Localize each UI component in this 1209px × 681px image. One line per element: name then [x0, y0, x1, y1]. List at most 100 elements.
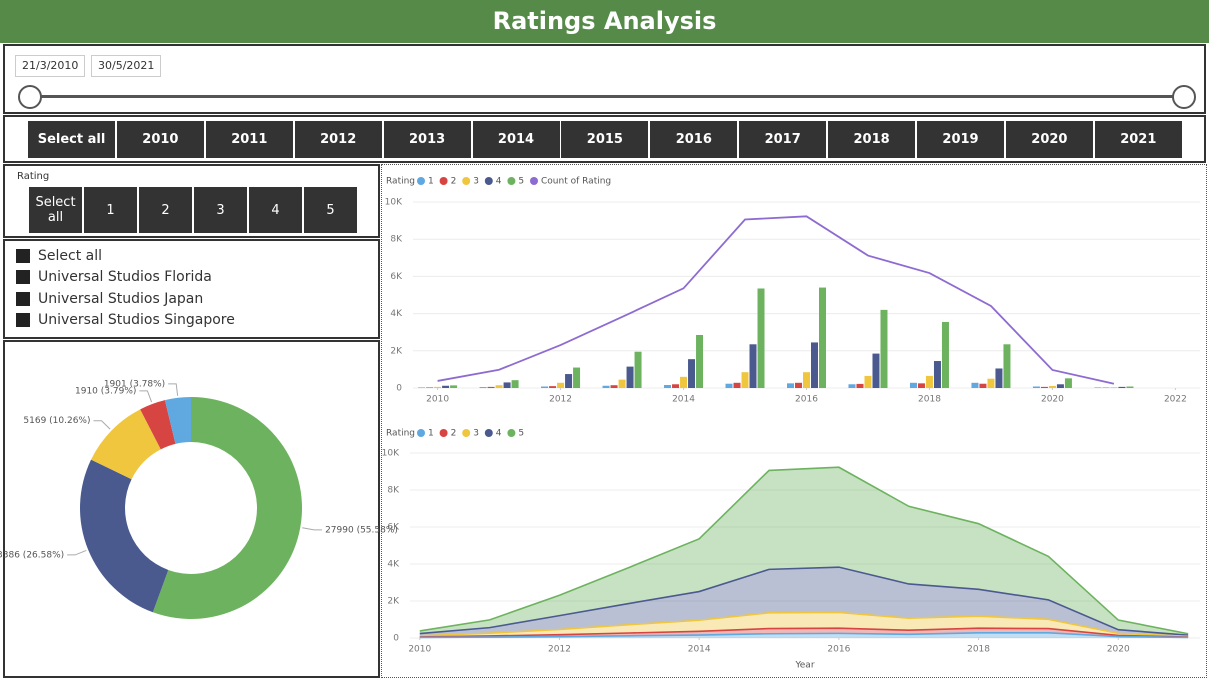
park-slicer: [3, 239, 380, 339]
rating-button[interactable]: 1: [84, 187, 137, 233]
area: [419, 567, 1189, 637]
x-axis-title: Year: [794, 661, 814, 671]
area: [419, 612, 1189, 638]
x-tick-label: 2020: [1107, 645, 1130, 655]
bar: [495, 385, 503, 388]
y-tick-label: 2K: [390, 346, 403, 356]
year-button[interactable]: 2012: [294, 121, 382, 158]
leader-line: [168, 383, 179, 396]
y-tick-label: 4K: [387, 560, 400, 570]
bar: [1118, 386, 1126, 388]
date-start[interactable]: 21/3/2010: [15, 55, 86, 77]
year-button[interactable]: 2016: [650, 121, 738, 158]
park-option[interactable]: Universal Studios Japan: [16, 291, 203, 307]
bar: [664, 385, 672, 388]
year-button[interactable]: 2014: [472, 121, 560, 158]
checkbox[interactable]: [16, 270, 30, 285]
bar: [795, 382, 802, 388]
bar: [1056, 384, 1064, 388]
bar: [995, 368, 1003, 388]
bar: [1064, 378, 1072, 388]
legend-marker: [507, 429, 516, 437]
bar: [987, 378, 995, 388]
legend-label: 2: [451, 177, 457, 187]
slider-handle[interactable]: [18, 85, 42, 109]
legend-marker: [417, 177, 425, 185]
checkbox[interactable]: [16, 312, 30, 327]
bar: [696, 334, 704, 388]
bar: [610, 385, 618, 388]
year-button[interactable]: 2020: [1005, 121, 1093, 158]
park-option[interactable]: Universal Studios Singapore: [16, 312, 235, 328]
area-line: [419, 566, 1189, 637]
year-button[interactable]: 2010: [116, 121, 204, 158]
bar: [1040, 386, 1048, 388]
legend-label: 1: [428, 177, 434, 187]
x-tick-label: 2012: [548, 645, 571, 655]
legend-label: 5: [518, 429, 524, 439]
year-button[interactable]: Select all: [28, 121, 115, 158]
park-option[interactable]: Select all: [16, 248, 102, 264]
park-option[interactable]: Universal Studios Florida: [16, 269, 212, 285]
rating-button[interactable]: 5: [304, 187, 357, 233]
year-button[interactable]: 2017: [739, 121, 827, 158]
legend-title: Rating: [386, 429, 415, 439]
rating-button[interactable]: Select all: [29, 187, 82, 233]
bar: [741, 372, 749, 388]
slider-handle[interactable]: [1172, 85, 1196, 109]
leader-line: [302, 527, 323, 531]
bar: [1126, 386, 1134, 388]
legend-marker: [462, 177, 471, 185]
y-tick-label: 2K: [387, 597, 400, 607]
x-tick-label: 2012: [549, 395, 572, 405]
bar: [880, 309, 888, 388]
bar: [549, 386, 557, 388]
y-tick-label: 8K: [387, 486, 400, 496]
chart-panel: [381, 164, 1207, 678]
checkbox[interactable]: [16, 291, 30, 306]
data-label: 27990 (55.58%): [325, 525, 398, 535]
x-tick-label: 2014: [688, 645, 711, 655]
year-button[interactable]: 2011: [205, 121, 293, 158]
bar: [442, 385, 450, 388]
bar: [848, 384, 856, 388]
bar: [618, 379, 626, 388]
rating-button[interactable]: 2: [139, 187, 192, 233]
year-button[interactable]: 2013: [383, 121, 471, 158]
donut-slice: [140, 400, 176, 450]
data-label: 1910 (3.79%): [75, 386, 136, 396]
rating-button[interactable]: 3: [194, 187, 247, 233]
year-button[interactable]: 2019: [917, 121, 1004, 158]
y-tick-label: 8K: [390, 235, 403, 245]
bar: [634, 351, 642, 388]
bar: [933, 361, 941, 388]
bar: [864, 375, 872, 388]
checkbox[interactable]: [16, 249, 30, 263]
bar: [749, 344, 757, 388]
year-button[interactable]: 2018: [828, 121, 916, 158]
legend-title: Rating: [386, 177, 415, 187]
y-tick-label: 0: [393, 634, 399, 644]
rating-button[interactable]: 4: [249, 187, 302, 233]
year-button[interactable]: 2021: [1094, 121, 1182, 158]
legend-marker: [439, 429, 448, 437]
x-tick-label: 2016: [795, 395, 818, 405]
donut-slice: [79, 459, 169, 613]
line: [437, 215, 1115, 385]
y-tick-label: 10K: [382, 449, 400, 459]
bar: [909, 382, 917, 388]
legend-marker: [439, 177, 448, 185]
area-line: [419, 632, 1189, 639]
bar: [1003, 344, 1011, 388]
legend-label: 3: [473, 429, 479, 439]
park-label: Select all: [38, 248, 102, 264]
legend-marker: [417, 429, 425, 437]
bar: [1048, 385, 1056, 388]
date-end[interactable]: 30/5/2021: [91, 55, 162, 77]
year-button[interactable]: 2015: [561, 121, 649, 158]
bar: [856, 383, 864, 388]
park-label: Universal Studios Japan: [38, 290, 204, 307]
legend-label: 5: [518, 177, 524, 187]
legend-label: 3: [473, 177, 479, 187]
